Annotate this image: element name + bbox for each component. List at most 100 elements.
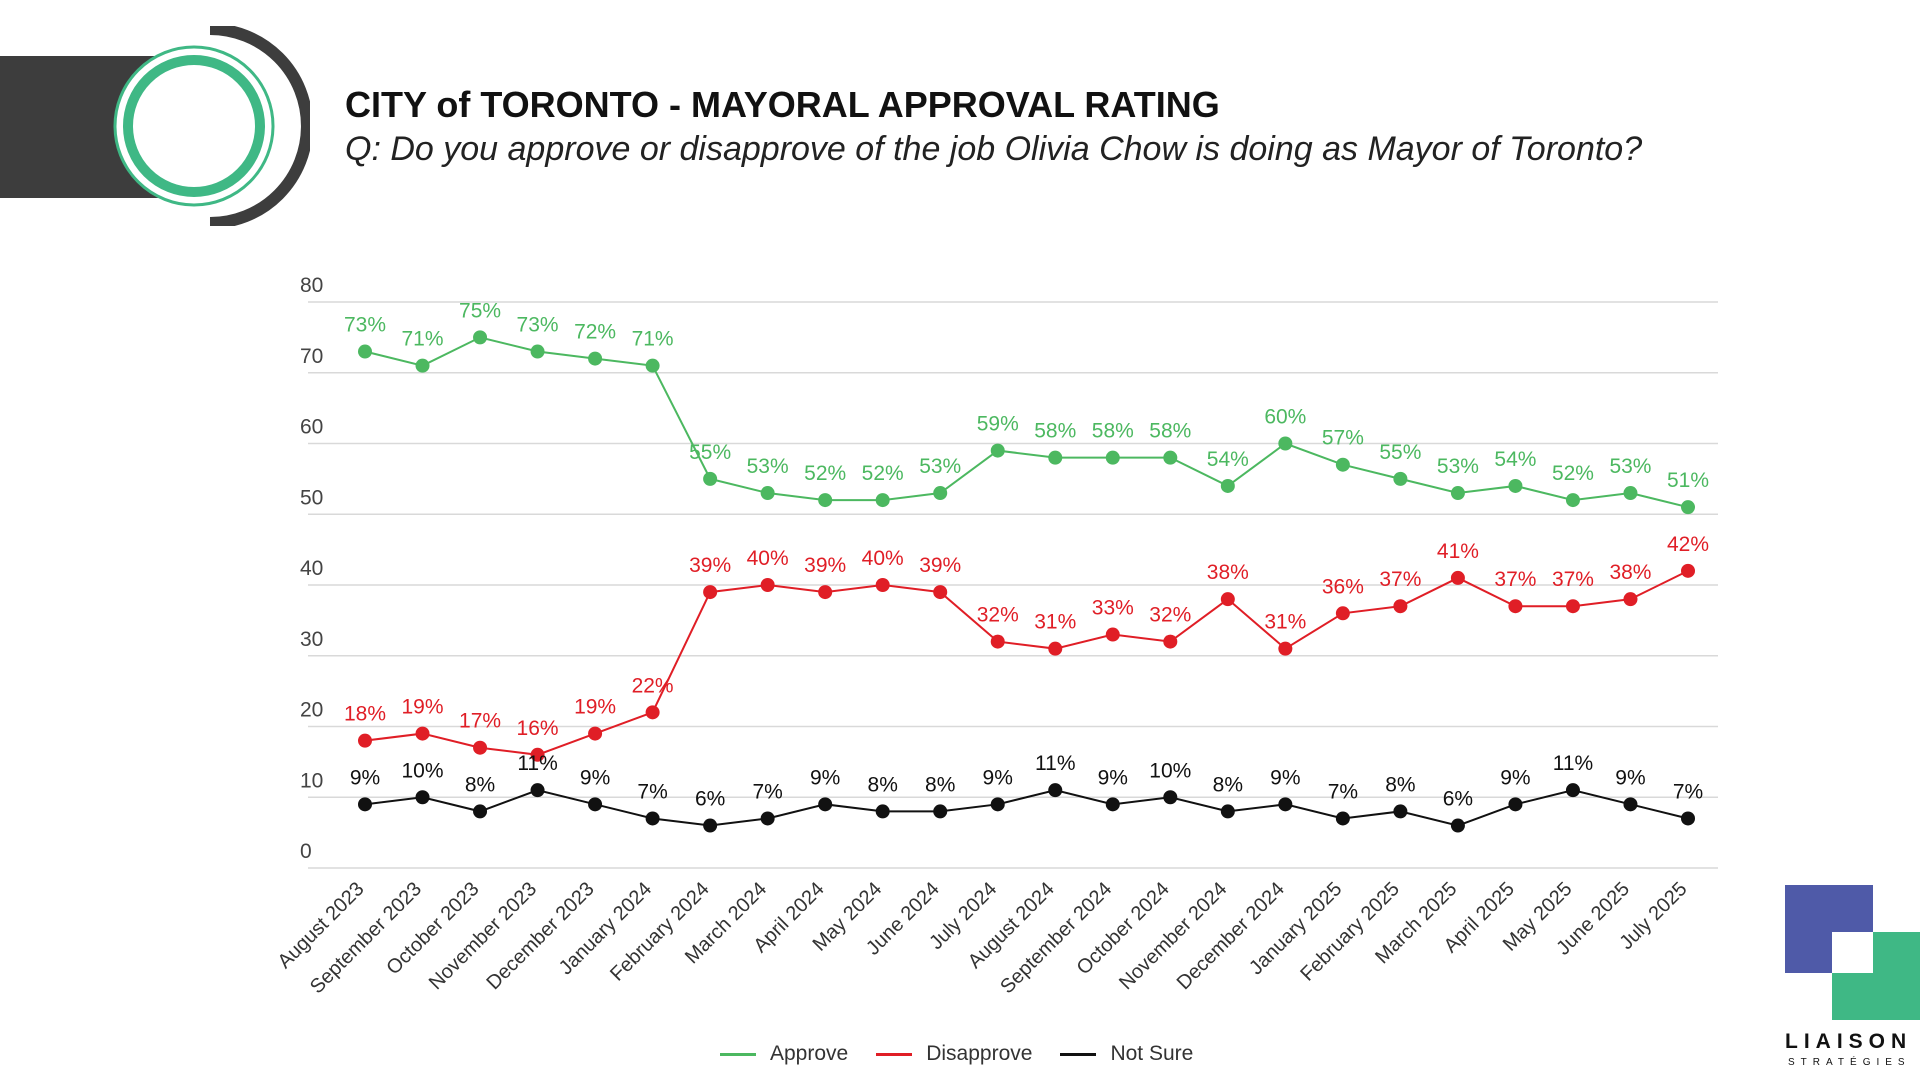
legend-swatch-not-sure <box>1060 1052 1097 1056</box>
data-label: 19% <box>574 696 616 719</box>
data-label: 8% <box>1213 773 1243 796</box>
series-line-not-sure <box>364 789 1689 827</box>
data-point <box>1048 783 1063 798</box>
data-label: 55% <box>1379 441 1421 464</box>
data-point <box>1450 486 1465 501</box>
data-label: 37% <box>1379 568 1421 591</box>
page-title: CITY of TORONTO - MAYORAL APPROVAL RATIN… <box>345 84 1220 125</box>
y-tick-label: 10 <box>300 769 323 792</box>
data-point <box>703 471 718 486</box>
data-point <box>990 634 1005 649</box>
data-point <box>1393 471 1408 486</box>
data-label: 54% <box>1494 448 1536 471</box>
logo-tagline: STRATÉGIES <box>1788 1057 1911 1068</box>
data-label: 53% <box>747 455 789 478</box>
data-point <box>760 811 775 826</box>
data-point <box>1393 599 1408 614</box>
data-point <box>1335 457 1350 472</box>
data-point <box>1393 804 1408 819</box>
data-point <box>1335 606 1350 621</box>
header-ring-graphic <box>113 26 310 226</box>
data-point <box>1508 478 1523 493</box>
data-point <box>1048 450 1063 465</box>
x-tick-label: February 2025 <box>1296 878 1404 986</box>
data-label: 52% <box>804 462 846 485</box>
data-label: 37% <box>1494 568 1536 591</box>
data-label: 38% <box>1609 561 1651 584</box>
data-label: 8% <box>465 773 495 796</box>
data-label: 16% <box>517 717 559 740</box>
data-label: 36% <box>1322 575 1364 598</box>
data-label: 32% <box>977 604 1019 627</box>
data-point <box>1163 634 1178 649</box>
data-label: 6% <box>1443 788 1473 811</box>
data-label: 17% <box>459 710 501 733</box>
data-label: 37% <box>1552 568 1594 591</box>
data-point <box>473 804 488 819</box>
legend-label-disapprove: Disapprove <box>926 1042 1033 1065</box>
data-label: 33% <box>1092 597 1134 620</box>
data-point <box>358 344 372 359</box>
data-point <box>1220 804 1235 819</box>
data-label: 31% <box>1034 611 1076 634</box>
data-point <box>1681 563 1695 578</box>
data-point <box>1565 599 1580 614</box>
data-point <box>588 351 603 366</box>
data-label: 8% <box>925 773 955 796</box>
data-label: 11% <box>1035 752 1075 775</box>
data-label: 58% <box>1034 420 1076 443</box>
data-point <box>818 797 833 812</box>
data-label: 53% <box>1609 455 1651 478</box>
data-point <box>645 358 660 373</box>
data-label: 9% <box>1615 766 1645 789</box>
data-point <box>1163 790 1178 805</box>
logo-wordmark: LIAISON <box>1785 1030 1913 1053</box>
data-label: 73% <box>517 314 559 337</box>
data-point <box>1623 486 1638 501</box>
data-point <box>760 486 775 501</box>
data-point <box>415 726 430 741</box>
data-point <box>358 733 372 748</box>
data-label: 52% <box>1552 462 1594 485</box>
data-label: 41% <box>1437 540 1479 563</box>
data-point <box>1450 818 1465 833</box>
data-label: 22% <box>632 674 674 697</box>
data-label: 9% <box>580 766 610 789</box>
data-point <box>530 344 545 359</box>
data-label: 10% <box>402 759 444 782</box>
data-label: 72% <box>574 321 616 344</box>
data-point <box>875 804 890 819</box>
legend-item-disapprove: Disapprove <box>876 1042 1032 1066</box>
data-label: 52% <box>862 462 904 485</box>
y-tick-label: 70 <box>300 345 323 368</box>
survey-question: Q: Do you approve or disapprove of the j… <box>345 130 1643 168</box>
data-label: 9% <box>983 766 1013 789</box>
data-label: 31% <box>1264 611 1306 634</box>
data-point <box>1105 450 1120 465</box>
data-label: 7% <box>1328 780 1358 803</box>
data-point <box>1681 500 1695 515</box>
y-tick-label: 80 <box>300 274 323 297</box>
data-label: 19% <box>402 696 444 719</box>
data-label: 8% <box>1385 773 1415 796</box>
data-point <box>818 585 833 600</box>
data-point <box>1450 570 1465 585</box>
data-point <box>1048 641 1063 656</box>
data-point <box>530 747 545 762</box>
legend-item-not-sure: Not Sure <box>1060 1042 1193 1066</box>
y-tick-label: 30 <box>300 628 323 651</box>
data-label: 58% <box>1149 420 1191 443</box>
data-label: 9% <box>1098 766 1128 789</box>
y-tick-label: 0 <box>300 840 312 863</box>
data-point <box>1278 797 1293 812</box>
data-label: 58% <box>1092 420 1134 443</box>
data-point <box>875 493 890 508</box>
series-line-approve <box>364 336 1689 509</box>
data-label: 11% <box>1553 752 1593 775</box>
data-label: 8% <box>868 773 898 796</box>
data-label: 9% <box>810 766 840 789</box>
data-point <box>1105 797 1120 812</box>
data-point <box>473 740 488 755</box>
data-label: 39% <box>689 554 731 577</box>
